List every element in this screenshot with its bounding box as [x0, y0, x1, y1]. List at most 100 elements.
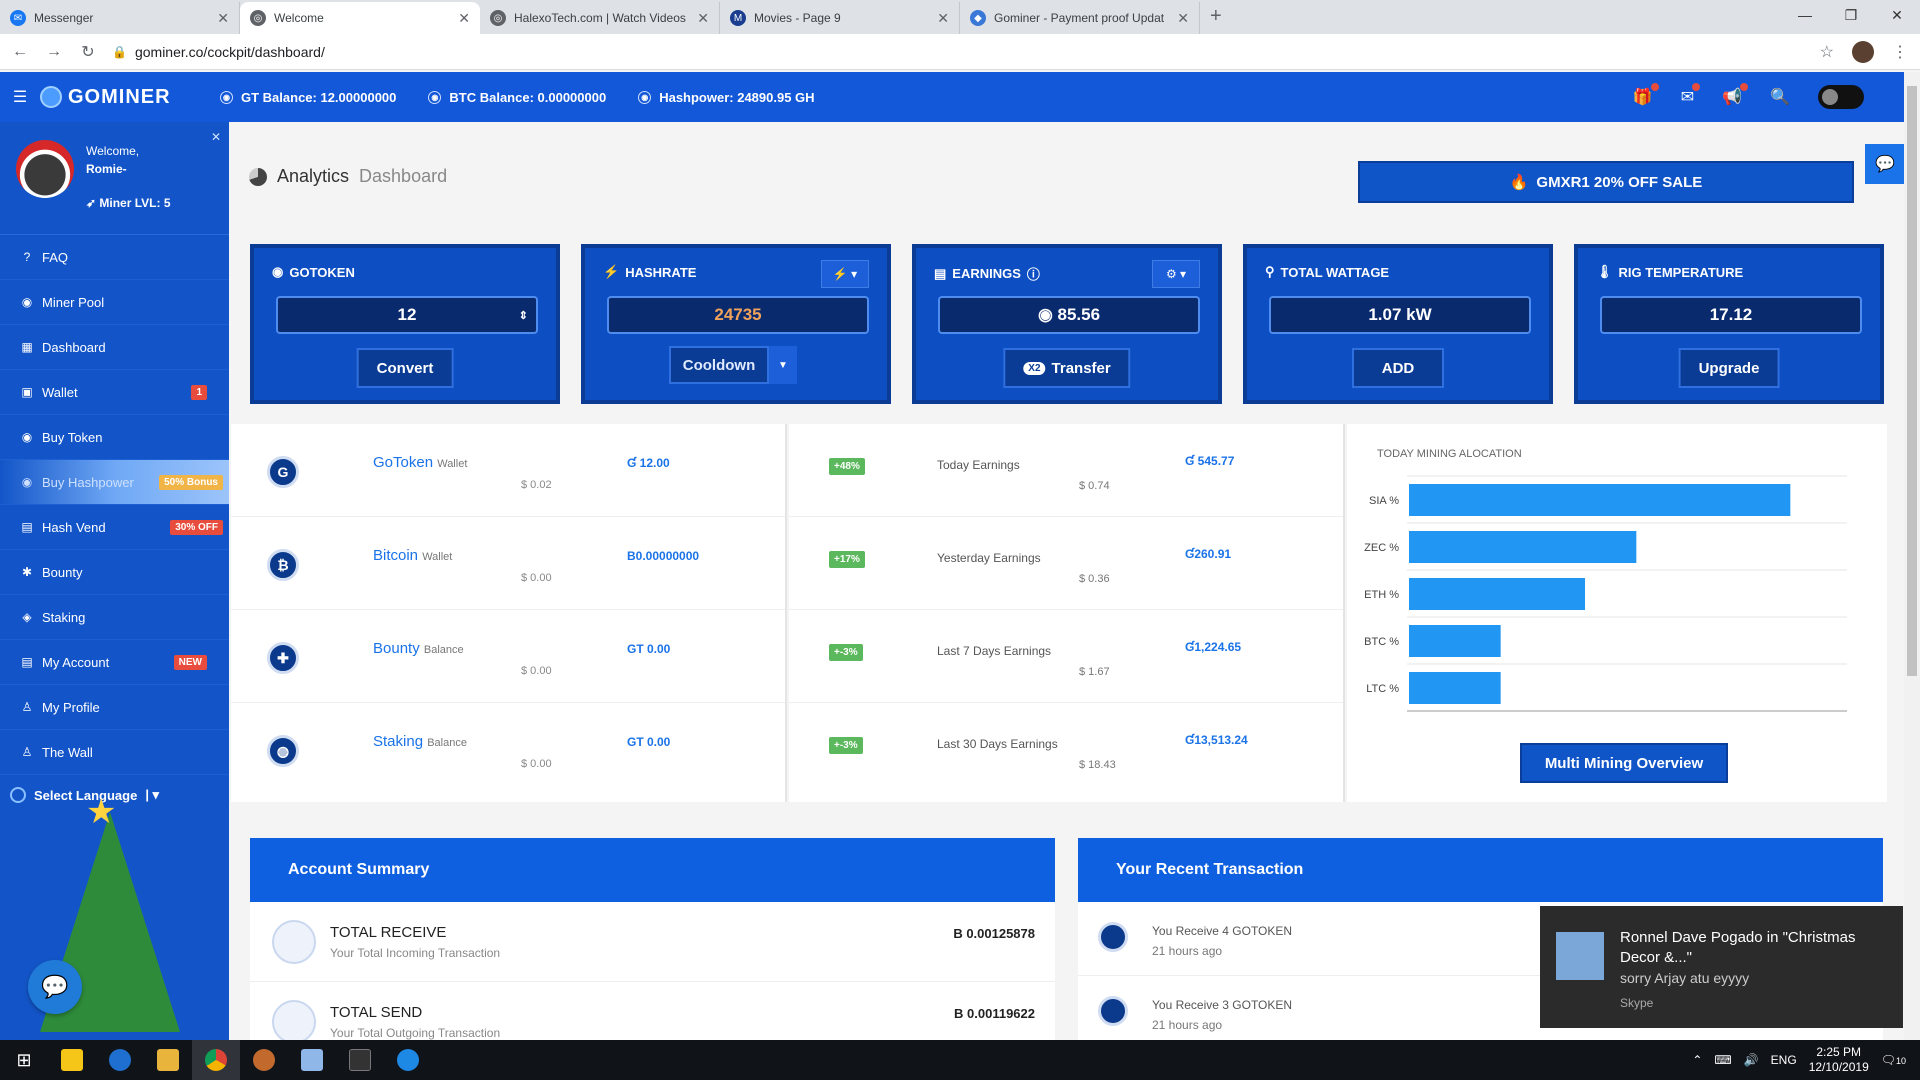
gift-icon[interactable]: 🎁 — [1633, 83, 1659, 107]
wallet-usd: $ 0.00 — [521, 758, 552, 770]
convert-button[interactable]: Convert — [356, 348, 454, 388]
star-icon[interactable]: ☆ — [1819, 43, 1834, 61]
wallet-value: GT 0.00 — [627, 735, 671, 749]
wallet-usd: $ 0.00 — [521, 665, 552, 677]
wallet-value: B0.00000000 — [627, 549, 700, 563]
edge-icon[interactable] — [96, 1040, 144, 1080]
percent-badge: +17% — [829, 551, 865, 568]
close-tab-icon[interactable]: ✕ — [937, 9, 949, 26]
earnings-settings-dropdown[interactable]: ⚙ ▾ — [1152, 260, 1200, 288]
close-tab-icon[interactable]: ✕ — [458, 9, 470, 26]
upgrade-button[interactable]: Upgrade — [1678, 348, 1780, 388]
allocation-bar-chart: SIA % ZEC % ETH % BTC % LTC % — [1364, 475, 1847, 712]
terminal-icon[interactable] — [336, 1040, 384, 1080]
sidebar-item-wallet[interactable]: ▣ Wallet 1 — [0, 370, 229, 415]
sidebar-item-staking[interactable]: ◈ Staking — [0, 595, 229, 640]
mail-icon[interactable]: ✉ — [1681, 83, 1701, 107]
mining-allocation-chart: TODAY MINING ALOCATION SIA % ZEC % ETH % BT… — [1347, 424, 1887, 802]
back-icon[interactable]: ← — [12, 42, 28, 60]
lang-indicator[interactable]: ENG — [1770, 1053, 1797, 1067]
tab-welcome[interactable]: ◎ Welcome ✕ — [240, 2, 480, 34]
close-window-icon[interactable]: ✕ — [1891, 6, 1903, 23]
wallet-name[interactable]: Bitcoin Wallet — [373, 547, 453, 564]
maximize-icon[interactable]: ❐ — [1844, 6, 1858, 23]
menu-icon[interactable]: ⋮ — [1892, 43, 1908, 61]
menu-toggle-icon[interactable]: ☰ — [12, 89, 28, 106]
chat-icon[interactable]: 💬 — [1865, 144, 1905, 184]
sticky-notes-icon[interactable] — [48, 1040, 96, 1080]
reload-icon[interactable]: ↻ — [81, 43, 95, 61]
sidebar-item-buy-token[interactable]: ◉ Buy Token — [0, 415, 229, 460]
hashrate-dropdown[interactable]: ⚡ ▾ — [821, 260, 869, 288]
language-select[interactable]: Select Language | ▾ — [0, 775, 229, 815]
earning-label: Yesterday Earnings — [937, 551, 1041, 565]
new-tab-icon[interactable]: + — [1210, 5, 1222, 27]
search-icon[interactable]: 🔍 — [1770, 89, 1790, 106]
add-button[interactable]: ADD — [1352, 348, 1444, 388]
app-icon[interactable] — [240, 1040, 288, 1080]
wallet-name[interactable]: GoToken Wallet — [373, 454, 468, 471]
wallet-name[interactable]: Bounty Balance — [373, 640, 464, 657]
system-tray: ⌃ ⌨ 🔊 ENG 2:25 PM 12/10/2019 🗨10 — [1692, 1045, 1920, 1075]
tab-gominer-proof[interactable]: ◆ Gominer - Payment proof Updat ✕ — [960, 2, 1200, 34]
app-header: ☰ GOMINER ◉ GT Balance: 12.00000000 ◉ BT… — [0, 72, 1904, 122]
user-menu-toggle[interactable] — [1818, 85, 1864, 109]
sidebar-item-the-wall[interactable]: ♙ The Wall — [0, 730, 229, 775]
tab-messenger[interactable]: ✉ Messenger ✕ — [0, 2, 240, 34]
sidebar-item-faq[interactable]: ? FAQ — [0, 235, 229, 280]
sale-button[interactable]: 🔥 GMXR1 20% OFF SALE — [1358, 161, 1854, 203]
chat-bubble-icon[interactable]: 💬 — [28, 960, 82, 1014]
bar-zec — [1409, 531, 1637, 563]
minimize-icon[interactable]: — — [1798, 7, 1812, 23]
logo[interactable]: GOMINER — [40, 86, 220, 109]
profile-avatar[interactable] — [1852, 40, 1874, 63]
sidebar: Welcome, Romie- ➶ Miner LVL: 5 ✕ ? FAQ ◉ M… — [0, 122, 229, 1040]
chrome-icon[interactable] — [192, 1040, 240, 1080]
windows-start-icon[interactable]: ⊞ — [16, 1049, 32, 1070]
transfer-button[interactable]: X2 Transfer — [1003, 348, 1131, 388]
sidebar-item-my-account[interactable]: ▤ My Account NEW — [0, 640, 229, 685]
announcement-icon[interactable]: 📢 — [1722, 83, 1749, 107]
notepad-icon[interactable] — [288, 1040, 336, 1080]
file-explorer-icon[interactable] — [144, 1040, 192, 1080]
chevron-up-icon[interactable]: ⌃ — [1692, 1053, 1703, 1067]
cooldown-button[interactable]: Cooldown — [669, 346, 769, 384]
chevron-down-icon[interactable]: ▼ — [769, 346, 797, 384]
skype-icon[interactable] — [384, 1040, 432, 1080]
wallet-badge: 1 — [191, 384, 207, 400]
sidebar-item-miner-pool[interactable]: ◉ Miner Pool — [0, 280, 229, 325]
close-tab-icon[interactable]: ✕ — [1177, 9, 1189, 26]
close-tab-icon[interactable]: ✕ — [697, 9, 709, 26]
hashpower-text: Hashpower: 24890.95 GH — [659, 89, 815, 105]
sidebar-item-my-profile[interactable]: ♙ My Profile — [0, 685, 229, 730]
sidebar-item-buy-hashpower[interactable]: ◉ Buy Hashpower 50% Bonus — [0, 460, 229, 505]
wallet-name[interactable]: Staking Balance — [373, 733, 467, 750]
tab-movies[interactable]: M Movies - Page 9 ✕ — [720, 2, 960, 34]
scroll-thumb[interactable] — [1907, 86, 1917, 676]
tick-label: LTC % — [1366, 683, 1399, 695]
tab-halexotech[interactable]: ◎ HalexoTech.com | Watch Videos ✕ — [480, 2, 720, 34]
notification-toast[interactable]: Ronnel Dave Pogado in "Christmas Decor &… — [1540, 906, 1903, 1028]
info-icon[interactable]: ⓘ — [1026, 267, 1040, 282]
network-icon[interactable]: ⌨ — [1714, 1053, 1732, 1067]
main-content: Analytics Dashboard 🔥 GMXR1 20% OFF SALE… — [229, 122, 1905, 1062]
sidebar-item-bounty[interactable]: ✱ Bounty — [0, 550, 229, 595]
sidebar-item-dashboard[interactable]: ▦ Dashboard — [0, 325, 229, 370]
sidebar-item-hash-vend[interactable]: ▤ Hash Vend 30% OFF — [0, 505, 229, 550]
avatar[interactable] — [16, 140, 74, 198]
close-icon[interactable]: ✕ — [210, 130, 221, 144]
url-field[interactable]: 🔒 gominer.co/cockpit/dashboard/ — [112, 44, 1820, 60]
bar-btc — [1409, 625, 1501, 657]
taskbar: ⊞ ⌃ ⌨ 🔊 ENG 2:25 PM 12/10/2019 🗨10 — [0, 1040, 1920, 1080]
staking-icon: ◈ — [22, 610, 32, 624]
multi-mining-overview-button[interactable]: Multi Mining Overview — [1520, 743, 1728, 783]
vertical-scrollbar[interactable] — [1904, 72, 1920, 1040]
gt-balance: ◉ GT Balance: 12.00000000 — [220, 90, 396, 105]
earning-value: Ɠ13,513.24 — [1185, 733, 1248, 747]
notification-center-icon[interactable]: 🗨10 — [1880, 1053, 1906, 1067]
clock[interactable]: 2:25 PM 12/10/2019 — [1809, 1045, 1869, 1075]
close-tab-icon[interactable]: ✕ — [217, 9, 229, 26]
forward-icon[interactable]: → — [46, 42, 62, 60]
bar-sia — [1409, 484, 1791, 516]
volume-icon[interactable]: 🔊 — [1743, 1053, 1759, 1067]
